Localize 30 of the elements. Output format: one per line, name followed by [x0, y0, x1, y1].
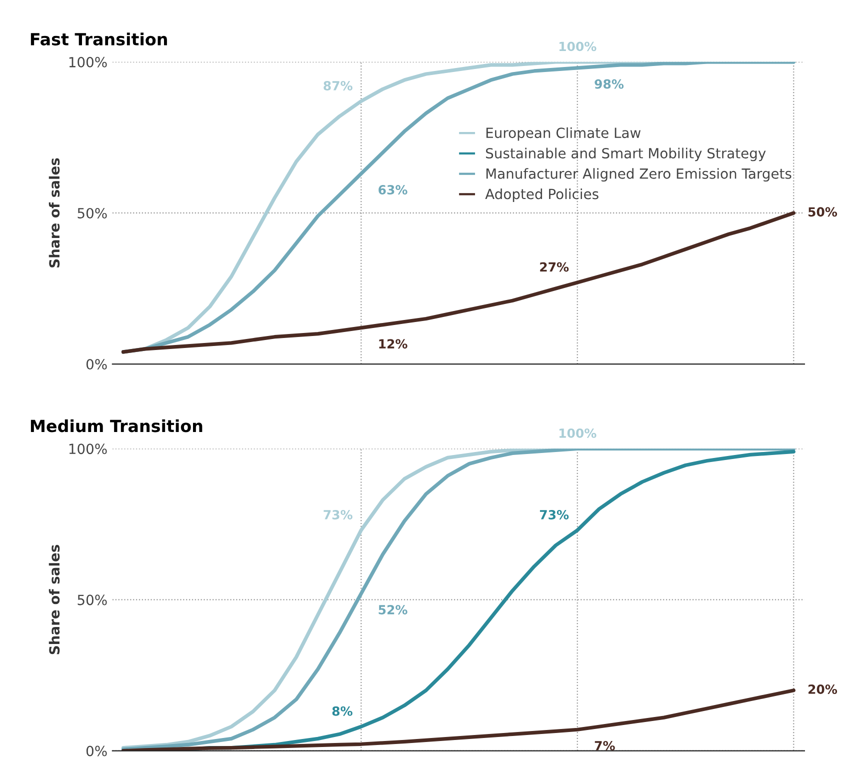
- data-label: 8%: [332, 706, 352, 716]
- y-axis-title: Share of sales: [48, 158, 60, 268]
- data-label: 20%: [808, 684, 838, 694]
- data-label: 73%: [540, 510, 569, 520]
- data-label: 50%: [808, 207, 838, 217]
- data-label: 87%: [324, 80, 352, 90]
- y-tick-label: 100%: [69, 444, 107, 454]
- data-label: 100%: [559, 42, 596, 52]
- y-tick-label: 0%: [86, 359, 107, 370]
- data-label: 98%: [594, 79, 624, 89]
- data-label: 27%: [540, 262, 569, 272]
- line-series: [121, 688, 796, 751]
- line-series: [121, 211, 796, 354]
- data-label: 12%: [379, 339, 408, 349]
- y-tick-label: 0%: [86, 746, 107, 756]
- y-tick-label: 100%: [69, 56, 107, 68]
- y-axis-title: Share of sales: [48, 544, 60, 654]
- legend-label: European Climate Law: [486, 127, 641, 141]
- legend-label: Sustainable and Smart Mobility Strategy: [486, 148, 766, 162]
- legend-label: Manufacturer Aligned Zero Emission Targets: [486, 168, 792, 182]
- data-label: 100%: [559, 428, 596, 438]
- data-label: 7%: [594, 740, 615, 750]
- y-tick-label: 50%: [78, 208, 107, 218]
- data-label: 73%: [324, 510, 352, 520]
- chart-title: Fast Transition: [30, 32, 167, 46]
- data-label: 52%: [378, 605, 408, 614]
- y-tick-label: 50%: [78, 594, 107, 606]
- data-label: 63%: [378, 185, 408, 194]
- chart-title: Medium Transition: [30, 419, 202, 432]
- legend-label: Adopted Policies: [485, 188, 598, 202]
